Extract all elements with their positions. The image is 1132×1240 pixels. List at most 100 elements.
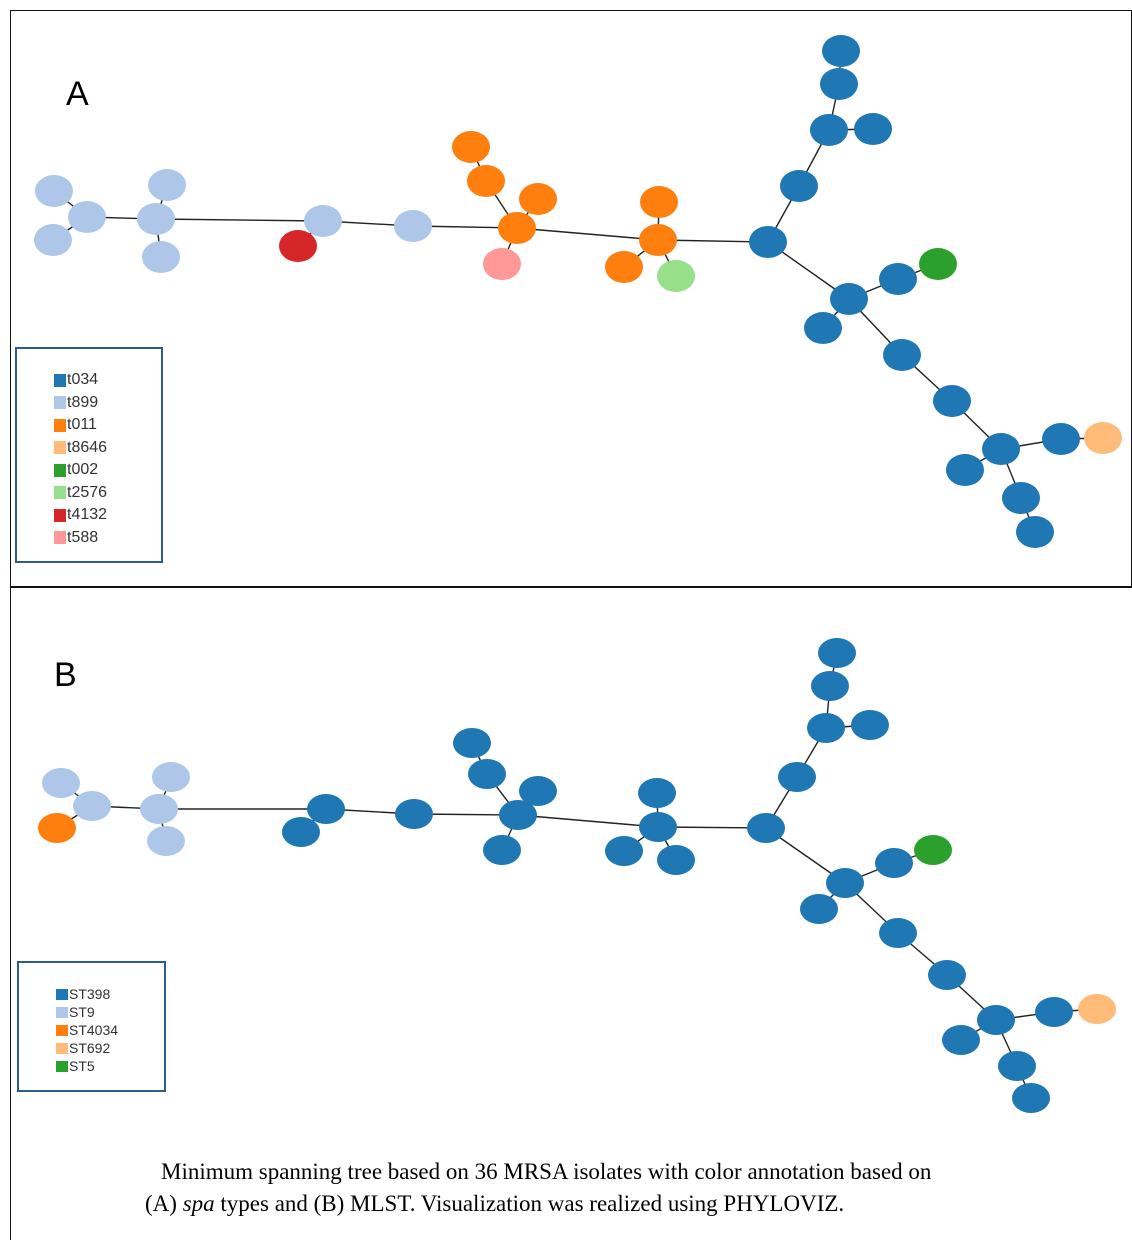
- legend-swatch: [56, 1060, 68, 1072]
- legend-swatch: [54, 486, 66, 500]
- tree-edge: [155, 218, 324, 222]
- tree-node: [811, 671, 849, 701]
- legend-label: t8646: [67, 438, 108, 456]
- legend-swatch: [54, 396, 66, 410]
- tree-node: [875, 848, 913, 878]
- tree-edge: [516, 227, 659, 241]
- tree-node: [879, 263, 917, 295]
- legend-item: t4132: [54, 504, 161, 527]
- legend-label: ST4034: [69, 1022, 119, 1038]
- legend-item: t2576: [54, 482, 161, 505]
- panel-a: A t034 t899 t011 t8646 t002 t2576 t4132 t588: [10, 10, 1132, 588]
- tree-node: [73, 791, 111, 821]
- tree-node: [977, 1005, 1015, 1035]
- panel-a-label: A: [66, 75, 89, 113]
- tree-node: [453, 728, 491, 758]
- tree-node: [152, 762, 190, 792]
- tree-node: [826, 868, 864, 898]
- caption-prefix: (A): [145, 1191, 183, 1216]
- tree-node: [140, 794, 178, 824]
- tree-node: [639, 224, 677, 256]
- tree-a-graph: [34, 35, 1122, 548]
- tree-node: [467, 165, 505, 197]
- tree-node: [657, 845, 695, 875]
- tree-node: [304, 205, 342, 237]
- tree-edge: [517, 814, 659, 828]
- tree-node: [519, 183, 557, 215]
- tree-node: [933, 385, 971, 417]
- legend-label: t4132: [67, 506, 108, 524]
- legend-item: t034: [54, 369, 161, 392]
- legend-swatch: [54, 463, 66, 477]
- tree-node: [42, 768, 80, 798]
- tree-node: [1016, 516, 1054, 548]
- tree-node: [452, 131, 490, 163]
- tree-node: [498, 212, 536, 244]
- tree-node: [804, 312, 842, 344]
- legend-item: ST398: [56, 985, 164, 1003]
- legend-label: t588: [67, 528, 99, 546]
- tree-node: [747, 813, 785, 843]
- tree-node: [1078, 994, 1116, 1024]
- legend-label: ST5: [69, 1058, 95, 1074]
- legend-swatch: [54, 418, 66, 432]
- tree-node: [38, 813, 76, 843]
- tree-node: [851, 710, 889, 740]
- tree-node: [749, 226, 787, 258]
- legend-label: ST9: [69, 1004, 95, 1020]
- tree-node: [468, 759, 506, 789]
- legend-b: ST398 ST9 ST4034 ST692 ST5: [17, 961, 166, 1092]
- legend-label: t034: [67, 371, 99, 389]
- tree-node: [780, 170, 818, 202]
- tree-node: [147, 826, 185, 856]
- tree-node: [499, 800, 537, 830]
- tree-node: [519, 776, 557, 806]
- tree-node: [483, 835, 521, 865]
- tree-node: [822, 35, 860, 67]
- legend-item: ST4034: [56, 1021, 164, 1039]
- legend-swatch: [56, 1024, 68, 1036]
- tree-node: [1084, 422, 1122, 454]
- tree-node: [914, 835, 952, 865]
- tree-node: [282, 817, 320, 847]
- tree-node: [605, 251, 643, 283]
- tree-node: [639, 812, 677, 842]
- tree-node: [998, 1051, 1036, 1081]
- tree-node: [638, 778, 676, 808]
- legend-label: ST398: [69, 986, 111, 1002]
- caption-line-1: Minimum spanning tree based on 36 MRSA i…: [161, 1159, 932, 1184]
- tree-node: [800, 894, 838, 924]
- tree-node: [34, 224, 72, 256]
- legend-swatch: [56, 988, 68, 1000]
- legend-swatch: [56, 1042, 68, 1054]
- legend-item: t899: [54, 392, 161, 415]
- tree-node: [142, 241, 180, 273]
- panel-b-label: B: [54, 656, 77, 694]
- tree-node: [807, 713, 845, 743]
- legend-item: ST5: [56, 1057, 164, 1075]
- legend-item: ST9: [56, 1003, 164, 1021]
- legend-item: t002: [54, 459, 161, 482]
- tree-node: [818, 638, 856, 668]
- legend-item: t588: [54, 527, 161, 550]
- tree-node: [307, 794, 345, 824]
- tree-node: [148, 169, 186, 201]
- legend-swatch: [54, 531, 66, 545]
- legend-label: t002: [67, 461, 99, 479]
- tree-node: [830, 283, 868, 315]
- legend-swatch: [54, 508, 66, 522]
- figure-caption: Minimum spanning tree based on 36 MRSA i…: [145, 1156, 1125, 1220]
- legend-swatch: [54, 441, 66, 455]
- legend-a: t034 t899 t011 t8646 t002 t2576 t4132 t588: [15, 347, 163, 563]
- tree-node: [605, 836, 643, 866]
- tree-node: [928, 960, 966, 990]
- legend-label: ST692: [69, 1040, 111, 1056]
- tree-node: [982, 433, 1020, 465]
- legend-label: t2576: [67, 483, 108, 501]
- tree-node: [1035, 997, 1073, 1027]
- tree-b-graph: [38, 638, 1116, 1113]
- tree-node: [279, 230, 317, 262]
- tree-node: [820, 68, 858, 100]
- tree-node: [394, 210, 432, 242]
